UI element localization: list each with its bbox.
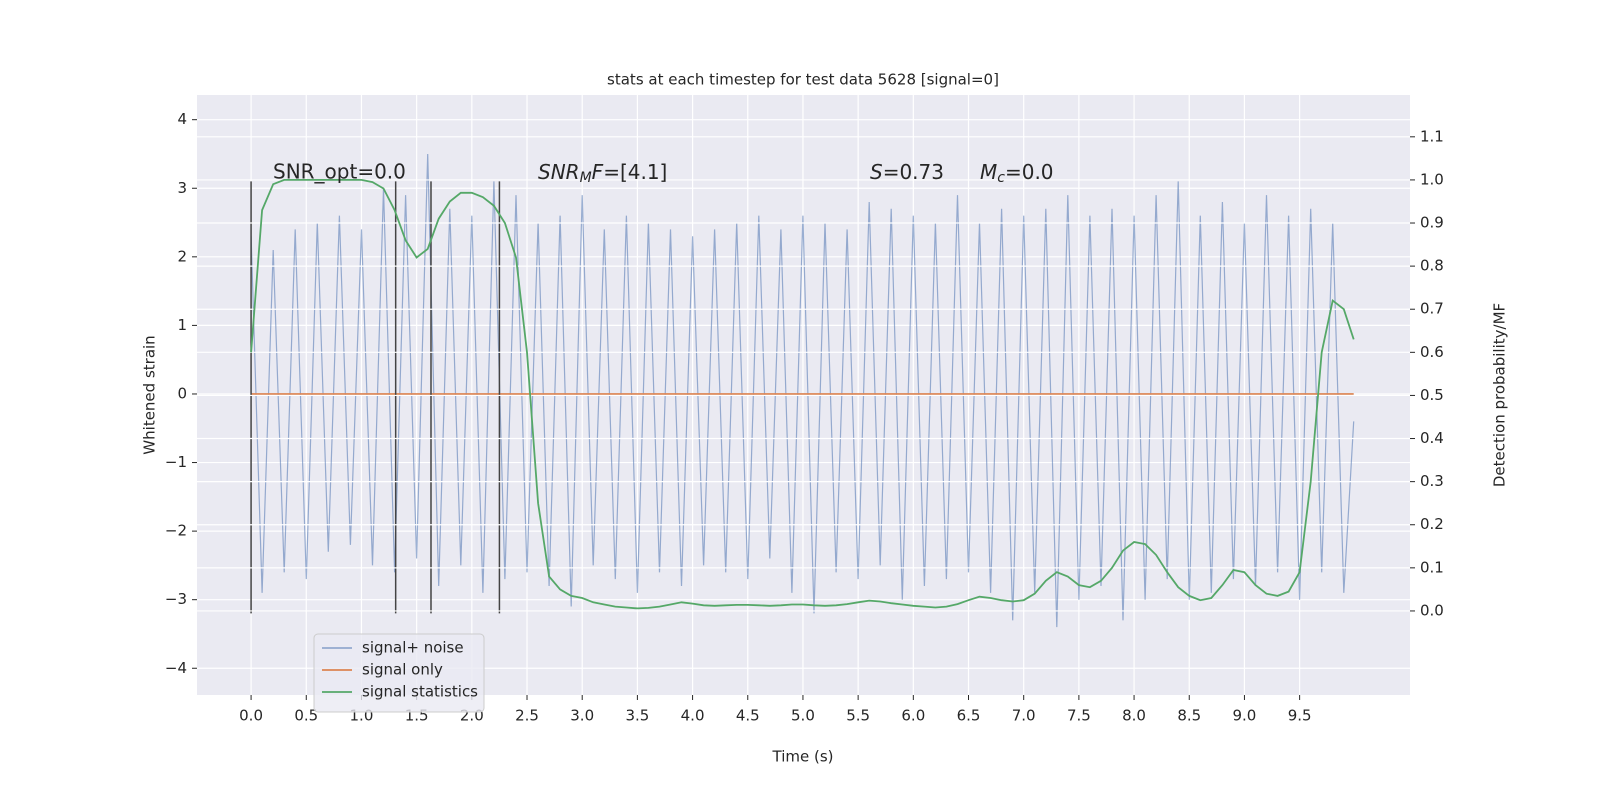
x-tick-label: 8.5 (1177, 707, 1201, 725)
x-tick-label: 6.0 (901, 707, 925, 725)
annotation: S=0.73 (870, 160, 944, 184)
y2-tick-label: 0.0 (1420, 601, 1444, 619)
y2-tick-label: 0.8 (1420, 257, 1444, 275)
legend-label: signal only (362, 661, 443, 679)
y-tick-label: −4 (165, 659, 187, 677)
x-tick-label: 6.5 (957, 707, 981, 725)
x-tick-label: 9.5 (1288, 707, 1312, 725)
y-tick-label: 4 (177, 110, 187, 128)
x-tick-label: 5.0 (791, 707, 815, 725)
y2-tick-label: 1.0 (1420, 170, 1444, 188)
x-tick-label: 7.0 (1012, 707, 1036, 725)
y2-tick-label: 0.4 (1420, 429, 1444, 447)
y-tick-label: −1 (165, 453, 187, 471)
y2-tick-label: 0.6 (1420, 343, 1444, 361)
x-tick-label: 3.0 (570, 707, 594, 725)
x-tick-label: 4.0 (681, 707, 705, 725)
series-line (250, 179, 1355, 610)
y-axis-label: Whitened strain (141, 335, 159, 454)
legend-box (313, 633, 485, 713)
y2-tick-label: 0.2 (1420, 515, 1444, 533)
y-tick-label: 3 (177, 179, 187, 197)
x-tick-label: 2.5 (515, 707, 539, 725)
x-tick-label: 8.0 (1122, 707, 1146, 725)
y2-tick-label: 0.5 (1420, 386, 1444, 404)
x-tick-label: 9.0 (1233, 707, 1257, 725)
y-tick-label: −3 (165, 590, 187, 608)
y-tick-label: 0 (177, 384, 187, 402)
y-tick-label: 1 (177, 316, 187, 334)
annotation: SNRMF=[4.1] (538, 160, 667, 187)
annotation: SNR_opt=0.0 (273, 160, 406, 184)
y2-tick-label: 0.7 (1420, 300, 1444, 318)
x-axis-label: Time (s) (772, 748, 834, 766)
y-tick-label: −2 (165, 522, 187, 540)
x-tick-label: 4.5 (736, 707, 760, 725)
x-tick-label: 5.5 (846, 707, 870, 725)
y2-tick-label: 0.9 (1420, 214, 1444, 232)
y2-tick-label: 1.1 (1420, 127, 1444, 145)
legend-label: signal statistics (362, 683, 478, 701)
annotation: Mc=0.0 (980, 160, 1054, 187)
y2-tick-label: 0.3 (1420, 472, 1444, 490)
x-tick-label: 0.5 (294, 707, 318, 725)
chart-title: stats at each timestep for test data 562… (607, 71, 999, 89)
y2-tick-label: 0.1 (1420, 558, 1444, 576)
y-tick-label: 2 (177, 247, 187, 265)
x-tick-label: 7.5 (1067, 707, 1091, 725)
legend-label: signal+ noise (362, 639, 464, 657)
series-line (250, 153, 1355, 628)
x-tick-label: 0.0 (239, 707, 263, 725)
x-tick-label: 3.5 (625, 707, 649, 725)
y2-axis-label: Detection probability/MF (1491, 303, 1509, 487)
